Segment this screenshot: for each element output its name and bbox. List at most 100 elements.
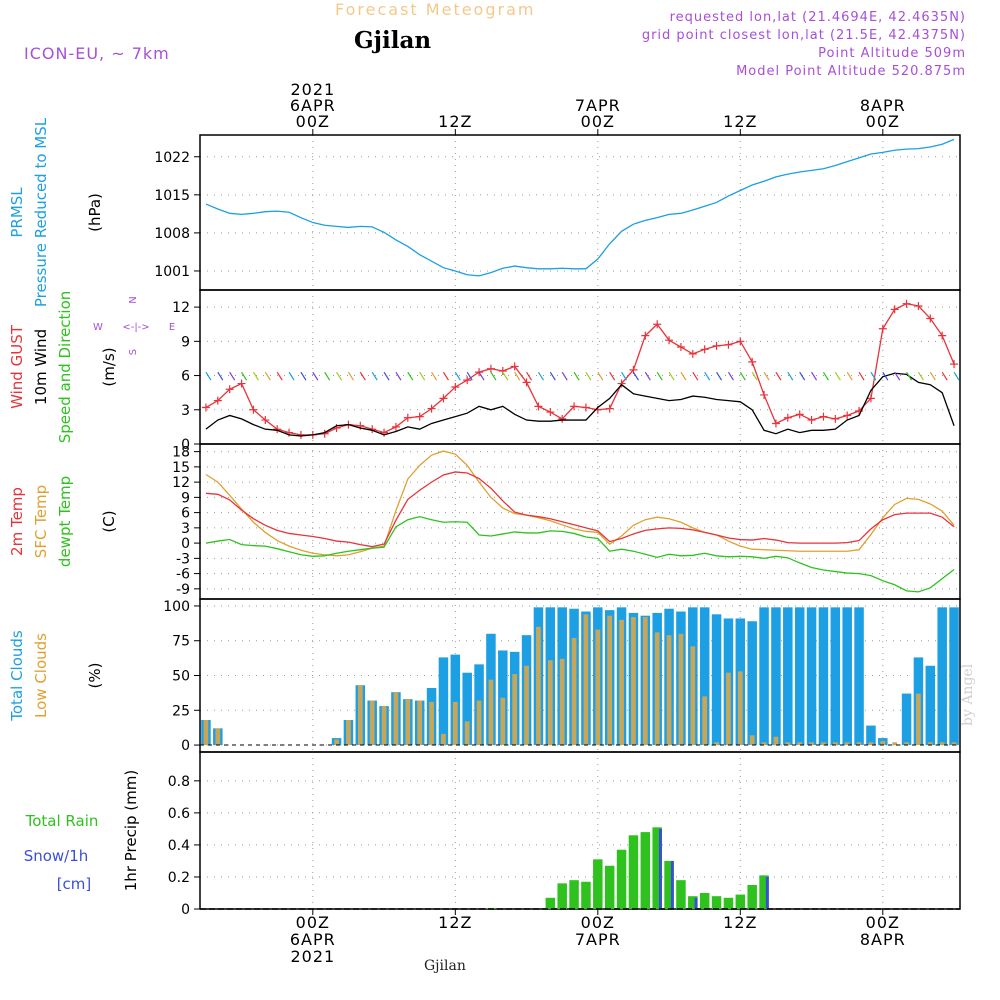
rain-bar bbox=[604, 865, 615, 909]
gust-marker bbox=[676, 343, 685, 352]
rain-bar bbox=[747, 884, 757, 909]
wind-direction-arrow bbox=[870, 371, 877, 381]
temperature-ytick-label: -9 bbox=[176, 582, 190, 598]
wind-direction-arrow bbox=[716, 371, 723, 381]
wind-direction-arrow bbox=[704, 371, 711, 381]
low-cloud-bar bbox=[476, 700, 482, 746]
wind-direction-arrow bbox=[514, 371, 521, 381]
bottom-time-label: 00Z bbox=[581, 913, 615, 932]
low-cloud-bar bbox=[571, 637, 577, 746]
gust-marker bbox=[700, 345, 709, 354]
wind-direction-arrow bbox=[692, 371, 699, 381]
low-cloud-bar bbox=[429, 701, 434, 746]
total-cloud-bar bbox=[699, 607, 710, 746]
point-altitude: Point Altitude 509m bbox=[818, 46, 966, 61]
wind-direction-arrow bbox=[739, 371, 746, 381]
wind-direction-arrow bbox=[822, 371, 829, 381]
low-cloud-bar bbox=[654, 632, 660, 746]
low-cloud-bar bbox=[844, 742, 850, 746]
low-cloud-bar bbox=[381, 706, 387, 746]
clouds-ytick-label: 50 bbox=[172, 669, 190, 685]
gust-marker bbox=[427, 404, 436, 413]
wind-ytick-label: 6 bbox=[181, 369, 190, 385]
top-time-label: 6APR bbox=[290, 96, 336, 115]
temperature-ytick-label: 0 bbox=[181, 536, 190, 552]
total-cloud-bar bbox=[806, 607, 817, 746]
wind-axis-label: (m/s) bbox=[100, 347, 118, 386]
wind-direction-arrow bbox=[205, 371, 212, 381]
precip-ytick-label: 0 bbox=[181, 902, 190, 918]
temperature-frame bbox=[199, 443, 961, 600]
low-cloud-bar bbox=[809, 742, 814, 746]
gust-marker bbox=[546, 408, 555, 417]
gust-marker bbox=[843, 411, 852, 420]
gust-marker bbox=[237, 379, 246, 388]
wind-direction-arrow bbox=[526, 371, 533, 381]
low-cloud-bar bbox=[547, 660, 553, 746]
pressure-ytick-label: 1008 bbox=[154, 226, 190, 242]
gust-marker bbox=[463, 376, 472, 385]
wind-direction-arrow bbox=[407, 371, 414, 381]
gust-marker bbox=[273, 425, 282, 434]
wind-ytick-label: 0 bbox=[181, 437, 190, 453]
wind-direction-arrow bbox=[241, 371, 248, 381]
grid-coords: grid point closest lon,lat (21.5E, 42.43… bbox=[641, 28, 966, 43]
rain-bar bbox=[652, 827, 662, 909]
low-cloud-bar bbox=[619, 619, 624, 746]
low-cloud-bar bbox=[773, 736, 779, 746]
low-cloud-bar bbox=[821, 742, 826, 746]
10m-wind-line bbox=[205, 372, 955, 437]
wind-axis-label: 10m Wind bbox=[32, 329, 50, 405]
gust-line bbox=[205, 303, 955, 436]
wind-axis-label: Wind GUST bbox=[8, 324, 26, 409]
wind-direction-arrow bbox=[431, 371, 438, 381]
rain-bar bbox=[676, 880, 686, 909]
snow-bar bbox=[658, 828, 662, 909]
gust-marker bbox=[296, 430, 305, 439]
wind-direction-arrow bbox=[846, 371, 853, 381]
gust-marker bbox=[795, 410, 804, 419]
clouds-panel: 0 25 50 75 100 Total Clouds Low Clouds (%) bbox=[8, 598, 961, 754]
compass-s: S bbox=[128, 349, 139, 355]
low-cloud-bar bbox=[203, 720, 209, 746]
low-cloud-bar bbox=[666, 635, 672, 746]
wind-direction-arrow bbox=[359, 371, 366, 381]
total-cloud-bar bbox=[438, 657, 449, 746]
low-cloud-bar bbox=[405, 699, 411, 746]
top-time-label: 2021 bbox=[290, 80, 335, 99]
low-cloud-bar bbox=[595, 629, 601, 746]
precip-panel: 0 0.2 0.4 0.6 0.8 Total Rain Snow/1h [cm] 1hr Pr… bbox=[24, 751, 961, 918]
pressure-axis-label: (hPa) bbox=[86, 193, 104, 232]
low-cloud-bar bbox=[452, 701, 458, 746]
wind-direction-arrow bbox=[894, 371, 901, 381]
gust-marker bbox=[748, 357, 757, 366]
wind-direction-arrow bbox=[276, 371, 283, 381]
pressure-ytick-label: 1015 bbox=[154, 188, 190, 204]
low-cloud-bar bbox=[892, 742, 898, 746]
gust-marker bbox=[475, 368, 484, 377]
gust-marker bbox=[249, 405, 258, 414]
total-cloud-bar bbox=[830, 607, 841, 746]
gust-marker bbox=[641, 331, 650, 340]
gust-marker bbox=[902, 299, 911, 308]
low-cloud-bar bbox=[417, 700, 423, 746]
wind-direction-arrow bbox=[490, 371, 497, 381]
wind-direction-arrow bbox=[787, 371, 794, 381]
low-cloud-bar bbox=[500, 697, 506, 746]
low-cloud-bar bbox=[761, 742, 767, 746]
low-cloud-bar bbox=[393, 692, 399, 746]
model-altitude: Model Point Altitude 520.875m bbox=[736, 64, 966, 79]
wind-direction-arrow bbox=[229, 371, 236, 381]
gust-marker bbox=[914, 301, 923, 310]
wind-ytick-label: 12 bbox=[172, 300, 190, 316]
wind-direction-arrow bbox=[454, 371, 461, 381]
pressure-axis-label: PRMSL bbox=[8, 187, 26, 238]
requested-coords: requested lon,lat (21.4694E, 42.4635N) bbox=[669, 10, 966, 25]
total-cloud-bar bbox=[854, 607, 864, 746]
wind-direction-arrow bbox=[466, 371, 473, 381]
low-cloud-bar bbox=[927, 742, 933, 746]
gust-marker bbox=[403, 413, 412, 422]
gust-marker bbox=[498, 366, 507, 375]
top-time-label: 12Z bbox=[438, 112, 472, 131]
precip-total-rain-label: Total Rain bbox=[25, 812, 99, 830]
